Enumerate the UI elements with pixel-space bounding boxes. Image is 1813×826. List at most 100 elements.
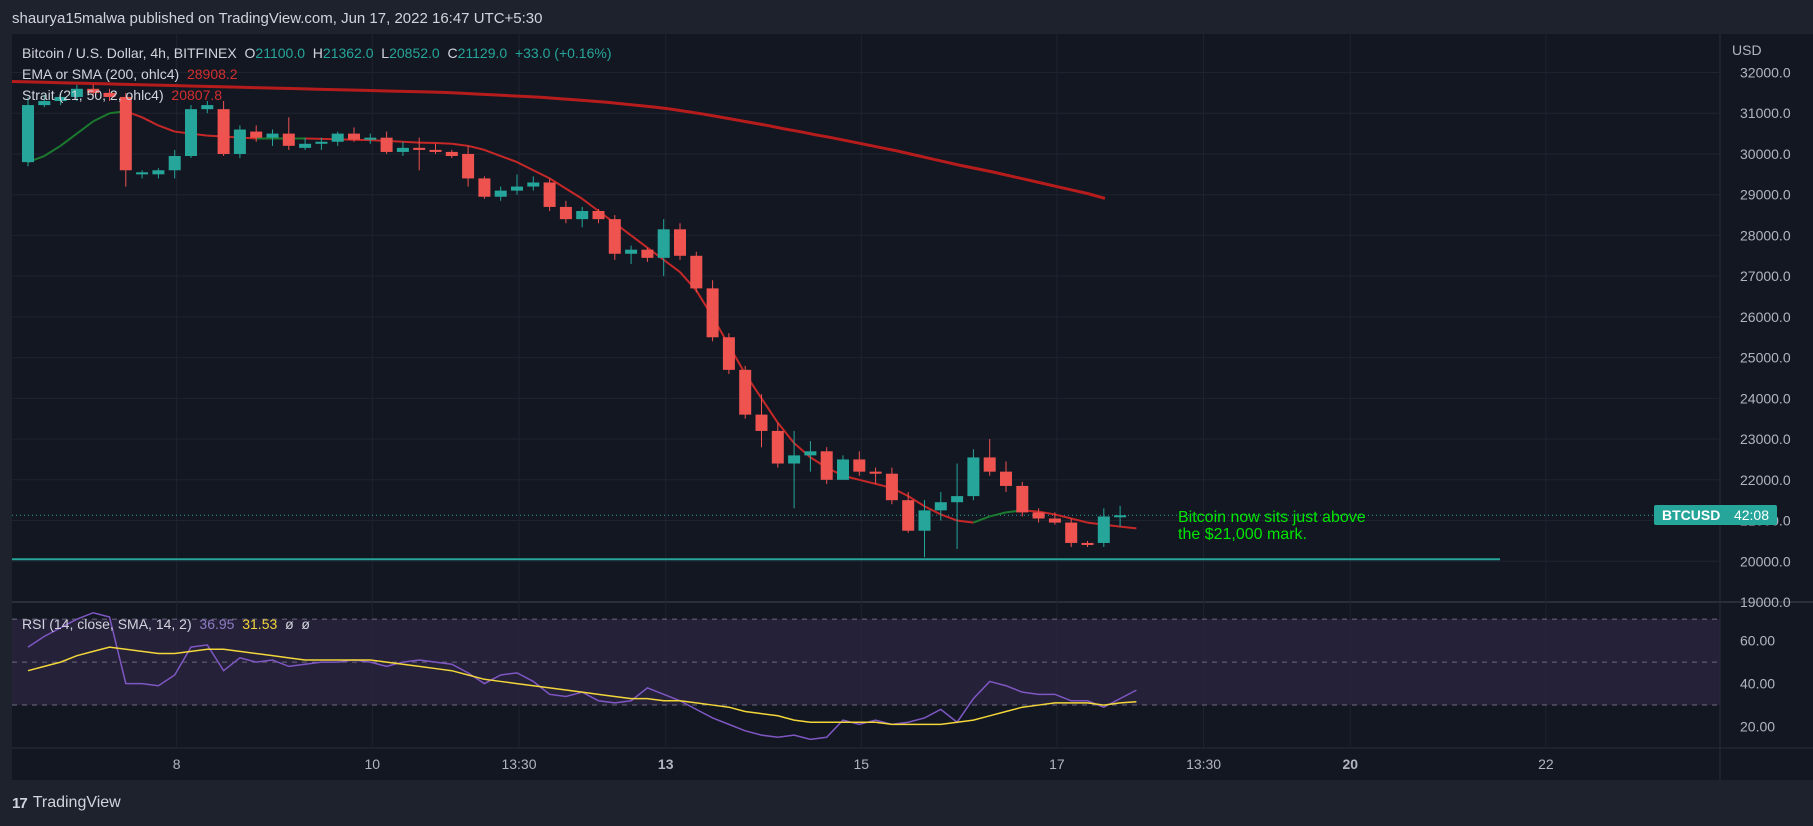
strait-line-segment — [859, 478, 876, 485]
x-axis-area — [12, 748, 1813, 780]
candle-body — [282, 133, 295, 146]
candle-body — [657, 229, 670, 258]
candle-body — [641, 249, 654, 258]
strait-line-segment — [777, 422, 795, 444]
price-axis-area — [1720, 34, 1813, 748]
strait-line-segment — [435, 141, 452, 145]
annotation-line-2: the $21,000 mark. — [1178, 526, 1307, 543]
high-label: H — [312, 45, 323, 61]
time-tick-label: 8 — [173, 756, 181, 772]
candle-body — [1081, 542, 1094, 545]
candle-body — [967, 457, 980, 497]
candle-body — [608, 219, 621, 254]
footer-bar — [0, 783, 1813, 826]
tradingview-brand[interactable]: 17 TradingView — [12, 794, 121, 812]
strait-line-segment — [989, 511, 1007, 518]
strait-value: 20807.8 — [171, 87, 223, 103]
candle-body — [755, 414, 768, 431]
candle-body — [185, 109, 197, 157]
candle-body — [119, 96, 132, 171]
candle-body — [1097, 516, 1110, 543]
strait-legend: Strait (21, 50, 2, ohlc4) 20807.8 — [22, 87, 222, 103]
ema-value: 28908.2 — [186, 66, 238, 82]
symbol-legend: Bitcoin / U.S. Dollar, 4h, BITFINEX O211… — [22, 45, 611, 61]
tradingview-wordmark: TradingView — [32, 794, 121, 811]
candle-body — [103, 92, 116, 97]
price-tick-label: 28000.0 — [1740, 227, 1791, 243]
low-label: L — [381, 45, 390, 61]
candle-body — [559, 206, 572, 220]
candle-body — [22, 105, 34, 163]
candle-body — [70, 88, 83, 97]
candle-body — [315, 141, 328, 144]
close-value: 21129.0 — [457, 45, 508, 61]
candle-body — [674, 229, 686, 256]
time-tick-label: 13:30 — [1186, 756, 1221, 772]
candle-body — [201, 105, 214, 110]
currency-label: USD — [1732, 42, 1762, 58]
rsi-tick-label: 40.00 — [1740, 676, 1775, 692]
candle-body — [1048, 518, 1061, 523]
candle-body — [38, 101, 51, 106]
low-value: 20852.0 — [389, 45, 440, 61]
candle-body — [706, 288, 719, 338]
publisher-line: shaurya15malwa published on TradingView.… — [12, 10, 543, 27]
candle-body — [934, 502, 947, 511]
candle-body — [788, 455, 801, 464]
candle-body — [869, 471, 882, 474]
candle-body — [527, 182, 540, 187]
candle-body — [576, 210, 589, 220]
strait-line-segment — [60, 132, 78, 147]
rsi-extra-1: ø — [285, 616, 294, 632]
strait-line-segment — [92, 112, 110, 123]
strait-line-segment — [402, 140, 420, 144]
ticker-price-badge: BTCUSD 42:08 — [1654, 505, 1777, 525]
rsi-value: 36.95 — [199, 616, 235, 632]
candle-body — [885, 473, 898, 501]
annotation-line-1: Bitcoin now sits just above — [1178, 509, 1366, 526]
ticker-symbol: BTCUSD — [1662, 507, 1721, 523]
strait-line-segment — [907, 495, 926, 508]
candle-body — [820, 451, 833, 480]
time-tick-label: 13 — [658, 756, 674, 772]
rsi-legend: RSI (14, close, SMA, 14, 2) 36.95 31.53 … — [22, 616, 310, 632]
price-tick-label: 26000.0 — [1740, 309, 1791, 325]
candle-body — [429, 149, 442, 152]
open-value: 21100.0 — [255, 45, 305, 61]
main-pane — [12, 34, 1720, 602]
price-tick-label: 30000.0 — [1740, 146, 1791, 162]
price-tick-label: 24000.0 — [1740, 390, 1791, 406]
high-value: 21362.0 — [322, 45, 374, 61]
strait-line-segment — [1119, 525, 1137, 530]
candle-body — [722, 337, 735, 370]
ema-200-line — [11, 79, 1106, 200]
candle-body — [543, 182, 556, 207]
candle-body — [380, 137, 393, 152]
price-tick-label: 25000.0 — [1740, 350, 1791, 366]
strait-line-segment — [760, 397, 779, 424]
candle-body — [511, 186, 523, 191]
header-bar: shaurya15malwa published on TradingView.… — [0, 0, 1813, 34]
candle-body — [87, 88, 100, 93]
price-tick-label: 32000.0 — [1740, 65, 1791, 81]
price-tick-label: 23000.0 — [1740, 431, 1791, 447]
candle-body — [625, 249, 638, 254]
candle-body — [136, 172, 149, 175]
strait-line-segment — [565, 187, 583, 200]
ema-legend: EMA or SMA (200, ohlc4) 28908.2 — [22, 66, 238, 82]
candle-body — [233, 129, 246, 154]
candle-body — [690, 255, 703, 289]
candle-body — [853, 459, 866, 472]
candle-body — [592, 210, 605, 220]
rsi-label: RSI (14, close, SMA, 14, 2) — [22, 616, 192, 632]
change-value: +33.0 (+0.16%) — [514, 45, 612, 61]
price-tick-label: 31000.0 — [1740, 105, 1791, 121]
strait-line-segment — [1054, 513, 1072, 520]
candle-body — [478, 178, 491, 197]
candle-body — [951, 496, 964, 503]
strait-line-segment — [549, 177, 567, 190]
candle-body — [348, 133, 360, 140]
time-tick-label: 13:30 — [501, 756, 536, 772]
candle-body — [918, 510, 931, 531]
